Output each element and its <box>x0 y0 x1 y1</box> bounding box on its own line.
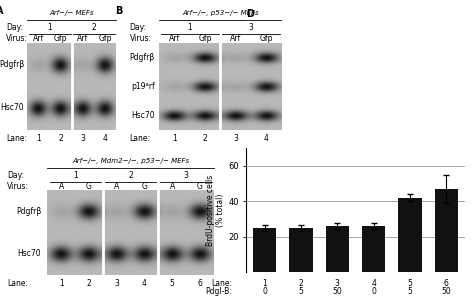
Bar <box>289 228 313 272</box>
Bar <box>362 226 385 272</box>
Text: p19ᴬrf: p19ᴬrf <box>131 82 155 91</box>
Text: 2: 2 <box>58 134 63 143</box>
Text: Day:: Day: <box>6 23 23 32</box>
Text: Day:: Day: <box>7 170 24 180</box>
Text: 3: 3 <box>114 279 119 288</box>
Text: 5: 5 <box>299 287 303 295</box>
Text: Day:: Day: <box>129 23 146 32</box>
Text: Lane:: Lane: <box>211 279 232 288</box>
Text: 0: 0 <box>262 287 267 295</box>
Text: Pdgfrβ: Pdgfrβ <box>16 207 41 216</box>
Text: Lane:: Lane: <box>7 279 28 288</box>
Text: 6: 6 <box>198 279 202 288</box>
Text: 5: 5 <box>170 279 174 288</box>
Text: Pdgfrβ: Pdgfrβ <box>129 53 155 62</box>
Y-axis label: BrdU-positive cells
(% total): BrdU-positive cells (% total) <box>206 175 226 246</box>
Text: 3: 3 <box>233 134 238 143</box>
Text: Arf: Arf <box>230 34 241 43</box>
Bar <box>326 226 349 272</box>
Text: Arf−/−, Mdm2−/−, p53−/− MEFs: Arf−/−, Mdm2−/−, p53−/− MEFs <box>72 158 189 164</box>
Text: Gfp: Gfp <box>259 34 273 43</box>
Text: Virus:: Virus: <box>6 34 28 43</box>
Text: 1: 1 <box>187 23 192 32</box>
Text: 1: 1 <box>172 134 177 143</box>
Text: Virus:: Virus: <box>7 182 29 191</box>
Text: Virus:: Virus: <box>129 34 152 43</box>
Bar <box>253 228 276 272</box>
Text: Gfp: Gfp <box>99 34 112 43</box>
Text: A: A <box>59 182 64 191</box>
Text: 2: 2 <box>87 279 91 288</box>
Text: D: D <box>246 9 255 19</box>
Text: 1: 1 <box>262 279 267 288</box>
Text: A: A <box>114 182 119 191</box>
Text: Pdgfrβ: Pdgfrβ <box>0 60 24 69</box>
Text: G: G <box>142 182 147 191</box>
Text: 2: 2 <box>91 23 96 32</box>
Text: 4: 4 <box>103 134 108 143</box>
Text: 1: 1 <box>47 23 52 32</box>
Text: A: A <box>170 182 175 191</box>
Text: Hsc70: Hsc70 <box>18 249 41 258</box>
Text: Arf: Arf <box>33 34 44 43</box>
Text: 3: 3 <box>248 23 253 32</box>
Text: Gfp: Gfp <box>198 34 212 43</box>
Text: 50: 50 <box>441 287 451 295</box>
Bar <box>435 189 458 272</box>
Text: Lane:: Lane: <box>6 134 27 143</box>
Text: Pdgl-B:: Pdgl-B: <box>205 287 232 295</box>
Text: Arf: Arf <box>77 34 89 43</box>
Text: Lane:: Lane: <box>129 134 151 143</box>
Text: A: A <box>0 6 3 16</box>
Text: 3: 3 <box>335 279 340 288</box>
Text: 3: 3 <box>81 134 85 143</box>
Text: 5: 5 <box>408 287 412 295</box>
Text: Arf−/−, p53−/− MEFs: Arf−/−, p53−/− MEFs <box>182 10 259 16</box>
Text: Arf−/− MEFs: Arf−/− MEFs <box>50 10 94 16</box>
Text: 50: 50 <box>332 287 342 295</box>
Text: Hsc70: Hsc70 <box>0 103 24 112</box>
Text: 6: 6 <box>444 279 449 288</box>
Text: G: G <box>197 182 203 191</box>
Text: 2: 2 <box>299 279 303 288</box>
Text: Arf: Arf <box>169 34 180 43</box>
Text: 4: 4 <box>371 279 376 288</box>
Text: 4: 4 <box>142 279 147 288</box>
Text: 1: 1 <box>73 170 78 180</box>
Text: 2: 2 <box>128 170 133 180</box>
Text: Hsc70: Hsc70 <box>131 111 155 120</box>
Text: 2: 2 <box>203 134 208 143</box>
Text: 1: 1 <box>59 279 64 288</box>
Text: B: B <box>116 6 123 16</box>
Bar <box>398 198 422 272</box>
Text: 0: 0 <box>371 287 376 295</box>
Text: 1: 1 <box>36 134 41 143</box>
Text: 5: 5 <box>408 279 412 288</box>
Text: 4: 4 <box>264 134 268 143</box>
Text: 3: 3 <box>183 170 189 180</box>
Text: G: G <box>86 182 92 191</box>
Text: Gfp: Gfp <box>54 34 67 43</box>
